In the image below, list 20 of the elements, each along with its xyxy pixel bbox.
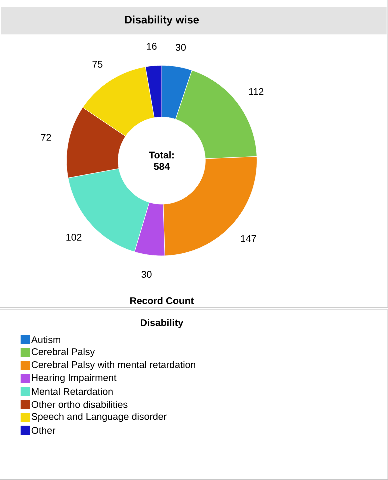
legend-label: Mental Retardation xyxy=(32,388,113,396)
legend-label: Speech and Language disorder xyxy=(32,413,167,422)
data-label: 147 xyxy=(241,236,256,242)
legend-label: Other ortho disabilities xyxy=(32,401,128,408)
data-label: 102 xyxy=(66,234,82,241)
legend-label: Cerebral Palsy with mental retardation xyxy=(32,361,196,370)
data-label: 75 xyxy=(92,61,103,68)
legend-label: Autism xyxy=(31,336,60,344)
legend-label: Hearing Impairment xyxy=(32,374,117,384)
data-label: 30 xyxy=(176,44,186,52)
legend-title: Disability xyxy=(140,319,184,328)
legend-label: Cerebral Palsy xyxy=(32,348,95,358)
legend-label: Other xyxy=(32,426,56,434)
data-label: 30 xyxy=(142,271,152,278)
data-label: 16 xyxy=(147,43,157,50)
text: Record Count xyxy=(130,297,194,304)
text: Total: 584 xyxy=(149,152,174,170)
data-label: 72 xyxy=(41,134,52,141)
chart-title: Disability wise xyxy=(125,16,199,26)
data-label: 112 xyxy=(249,88,264,96)
